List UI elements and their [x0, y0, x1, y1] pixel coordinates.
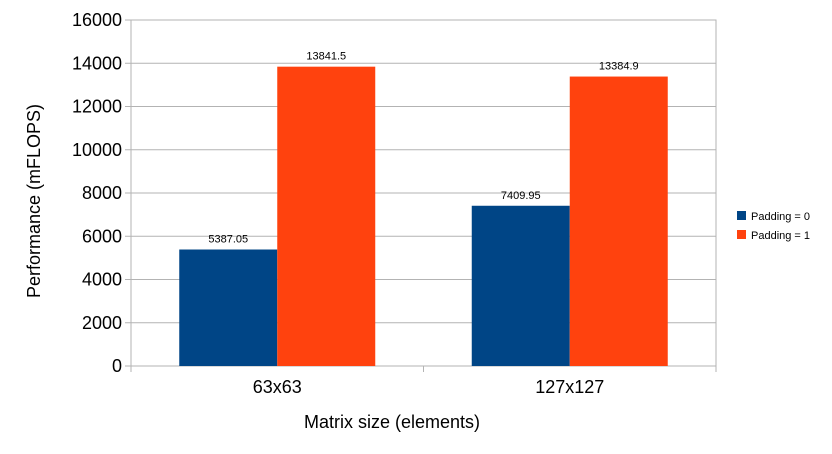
x-tick-label: 63x63 [253, 377, 302, 397]
x-tick-labels: 63x63 127x127 [253, 377, 605, 397]
y-tick-label: 4000 [82, 270, 122, 290]
data-label: 5387.05 [208, 234, 248, 246]
y-tick-label: 14000 [72, 53, 122, 73]
bar [471, 205, 570, 366]
axes [125, 19, 717, 372]
bar [277, 66, 376, 367]
legend-label: Padding = 1 [751, 230, 810, 242]
y-tick-label: 8000 [82, 183, 122, 203]
bar [179, 249, 278, 366]
legend: Padding = 0 Padding = 1 [737, 211, 810, 242]
y-tick-label: 6000 [82, 226, 122, 246]
y-tick-label: 16000 [72, 10, 122, 30]
legend-swatch [737, 211, 746, 220]
data-label: 13841.5 [306, 51, 346, 63]
data-label: 7409.95 [501, 190, 541, 202]
y-tick-label: 12000 [72, 97, 122, 117]
y-tick-label: 0 [112, 356, 122, 376]
bar [569, 76, 668, 366]
y-axis-title: Performance (mFLOPS) [24, 104, 44, 298]
bars [179, 66, 668, 367]
y-tick-label: 2000 [82, 313, 122, 333]
y-tick-labels: 0 2000 4000 6000 8000 10000 12000 14000 16000 [72, 10, 122, 376]
x-tick-label: 127x127 [535, 377, 604, 397]
data-label: 13384.9 [599, 61, 639, 73]
data-labels: 5387.05 13841.5 7409.95 13384.9 [208, 51, 638, 246]
legend-swatch [737, 230, 746, 239]
x-axis-title: Matrix size (elements) [304, 412, 480, 432]
legend-label: Padding = 0 [751, 211, 810, 223]
y-tick-label: 10000 [72, 140, 122, 160]
